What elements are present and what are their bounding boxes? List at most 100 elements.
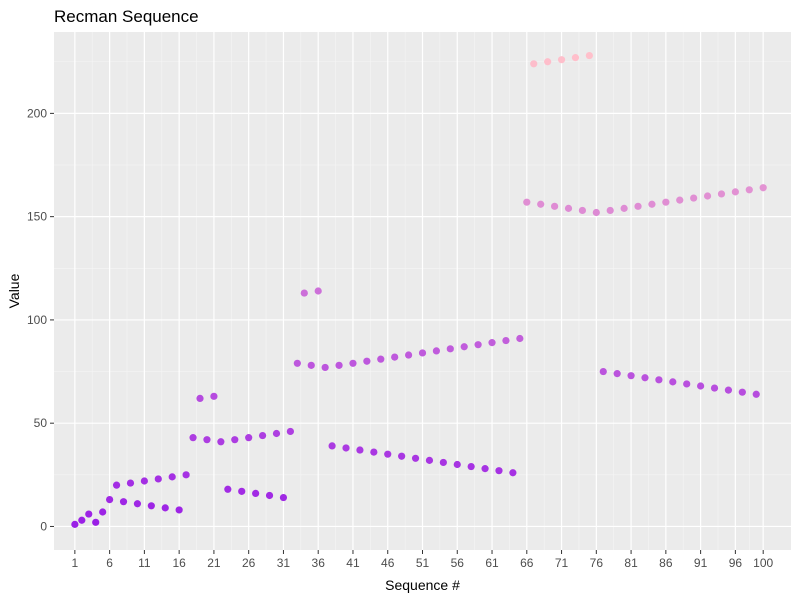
data-point xyxy=(147,502,155,510)
data-point xyxy=(676,196,684,204)
data-point xyxy=(85,510,93,518)
data-point xyxy=(634,202,642,210)
x-tick-label: 81 xyxy=(624,556,638,570)
data-point xyxy=(481,465,489,473)
data-point xyxy=(467,462,475,471)
data-point xyxy=(224,485,232,493)
data-point xyxy=(398,452,406,460)
y-tick-label: 100 xyxy=(27,313,47,327)
data-point xyxy=(119,498,128,506)
data-point xyxy=(279,493,288,502)
data-point xyxy=(252,489,260,498)
data-point xyxy=(293,359,301,367)
data-point xyxy=(551,202,559,210)
x-tick-label: 1 xyxy=(72,556,79,570)
data-point xyxy=(300,289,308,297)
data-point xyxy=(703,192,712,200)
data-point xyxy=(384,450,392,458)
x-tick-label: 21 xyxy=(207,556,221,570)
data-point xyxy=(530,60,538,68)
data-point xyxy=(363,357,371,365)
x-tick-label: 31 xyxy=(277,556,291,570)
x-axis: 1 6 11 16 21 26 31 36 41 46 51 56 61 66 71 76 81 86 91 96 10… xyxy=(72,550,774,570)
data-point xyxy=(307,361,315,369)
data-point xyxy=(460,343,468,351)
data-point xyxy=(544,58,552,66)
data-point xyxy=(328,442,336,450)
data-point xyxy=(425,456,434,464)
x-tick-label: 56 xyxy=(451,556,465,570)
data-point xyxy=(606,206,614,215)
data-point xyxy=(613,370,621,378)
x-tick-label: 46 xyxy=(381,556,395,570)
x-tick-label: 100 xyxy=(753,556,773,570)
data-point xyxy=(571,54,580,62)
chart-title: Recman Sequence xyxy=(54,7,199,26)
data-point xyxy=(342,444,350,452)
data-point xyxy=(182,471,190,479)
data-point xyxy=(537,200,545,208)
data-point xyxy=(690,194,698,202)
data-point xyxy=(231,436,239,444)
y-axis: 0 50 100 150 200 xyxy=(27,106,54,533)
data-point xyxy=(370,448,378,456)
x-tick-label: 41 xyxy=(346,556,360,570)
data-point xyxy=(99,508,107,516)
data-point xyxy=(648,200,656,208)
data-point xyxy=(92,518,100,526)
data-point xyxy=(516,334,524,343)
x-tick-label: 61 xyxy=(485,556,499,570)
data-point xyxy=(599,367,607,376)
data-point xyxy=(439,458,447,467)
data-point xyxy=(356,446,364,454)
data-point xyxy=(759,184,767,192)
data-point xyxy=(175,506,183,514)
x-tick-label: 66 xyxy=(520,556,534,570)
x-tick-label: 86 xyxy=(659,556,673,570)
data-point xyxy=(523,198,531,206)
data-point xyxy=(321,363,329,372)
x-tick-label: 51 xyxy=(416,556,430,570)
data-point xyxy=(335,361,343,369)
data-point xyxy=(432,347,441,355)
data-point xyxy=(106,496,114,504)
data-point xyxy=(488,339,496,347)
y-tick-label: 0 xyxy=(40,519,47,533)
data-point xyxy=(474,341,482,349)
data-point xyxy=(641,374,649,382)
data-point xyxy=(168,473,176,481)
data-point xyxy=(578,206,587,215)
x-tick-label: 71 xyxy=(555,556,569,570)
x-tick-label: 6 xyxy=(106,556,113,570)
y-tick-label: 150 xyxy=(27,210,47,224)
data-point xyxy=(411,454,420,462)
data-point xyxy=(738,388,746,396)
data-point xyxy=(592,208,600,217)
data-point xyxy=(453,460,461,469)
data-point xyxy=(717,190,726,198)
x-tick-label: 96 xyxy=(729,556,743,570)
data-point xyxy=(217,438,225,446)
data-points xyxy=(71,51,767,528)
data-point xyxy=(446,345,454,353)
data-point xyxy=(418,349,427,357)
data-point xyxy=(78,516,86,524)
y-tick-label: 50 xyxy=(34,416,48,430)
data-point xyxy=(161,504,169,512)
data-point xyxy=(564,204,573,212)
data-point xyxy=(669,378,677,386)
data-point xyxy=(265,491,274,500)
data-point xyxy=(710,384,719,392)
x-tick-label: 76 xyxy=(590,556,604,570)
data-point xyxy=(196,394,204,403)
y-axis-title: Value xyxy=(6,273,22,308)
data-point xyxy=(154,475,162,483)
data-point xyxy=(245,434,253,442)
data-point xyxy=(377,355,385,363)
data-point xyxy=(210,392,218,400)
data-point xyxy=(349,359,357,367)
data-point xyxy=(585,51,593,60)
x-tick-label: 11 xyxy=(138,556,151,570)
